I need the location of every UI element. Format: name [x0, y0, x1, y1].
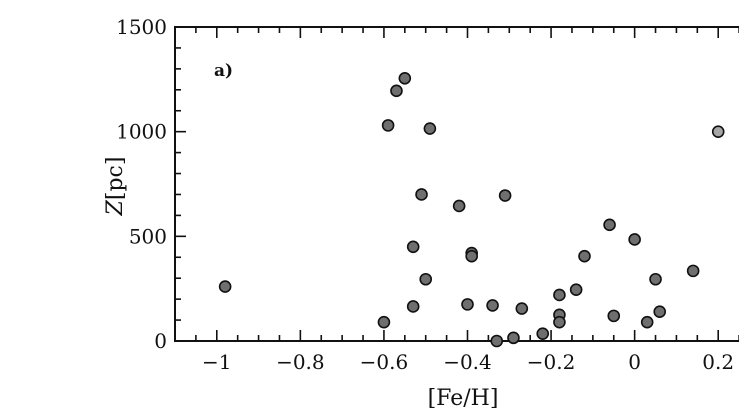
data-point — [406, 240, 420, 254]
x-tick-label: 0 — [628, 350, 641, 374]
plot-frame — [174, 26, 739, 342]
data-point — [686, 264, 700, 278]
data-point — [607, 309, 621, 323]
data-point — [711, 125, 725, 138]
data-point — [507, 331, 520, 345]
data-point — [553, 288, 566, 302]
data-point — [640, 315, 654, 329]
data-point — [536, 327, 550, 340]
data-point — [406, 300, 420, 313]
x-tick-label: 0.2 — [702, 350, 734, 374]
data-point — [390, 84, 403, 98]
data-point — [461, 298, 474, 311]
data-point — [649, 272, 662, 286]
data-point — [515, 302, 529, 315]
data-point — [218, 280, 232, 293]
data-point — [569, 283, 583, 297]
data-points — [218, 71, 725, 348]
y-tick-label: 0 — [154, 329, 167, 353]
y-axis-label-unit: [pc] — [103, 157, 128, 201]
data-point — [628, 233, 641, 246]
data-point — [381, 119, 395, 132]
y-axis-label-symbol: Z — [103, 199, 128, 216]
data-point — [490, 334, 504, 348]
data-point — [498, 189, 512, 202]
data-point — [465, 249, 478, 263]
x-tick-label: −0.4 — [443, 350, 492, 374]
panel-label: a) — [214, 61, 233, 81]
data-point — [419, 272, 433, 286]
y-axis-tick-labels: 0 500 1000 1500 — [116, 15, 167, 353]
data-point — [653, 305, 667, 318]
plot-border — [174, 26, 739, 342]
data-point — [423, 122, 437, 135]
x-tick-label: −0.2 — [527, 350, 576, 374]
x-axis-label: [Fe/H] — [428, 386, 499, 411]
x-tick-label: −1 — [202, 350, 231, 374]
data-point — [415, 188, 428, 201]
y-tick-label: 1500 — [116, 15, 167, 39]
data-point — [603, 218, 616, 232]
x-tick-label: −0.6 — [360, 350, 409, 374]
y-tick-label: 1000 — [116, 120, 167, 144]
x-tick-label: −0.8 — [276, 350, 325, 374]
data-point — [486, 299, 499, 312]
y-tick-label: 500 — [129, 224, 167, 248]
y-axis-ticks — [175, 26, 186, 342]
data-point — [578, 249, 591, 263]
data-point — [377, 315, 391, 329]
y-axis-label: Z[pc] — [103, 157, 128, 217]
data-point — [452, 199, 466, 213]
data-point — [553, 315, 566, 329]
x-axis-tick-labels: −1 −0.8 −0.6 −0.4 −0.2 0 0.2 — [202, 350, 734, 374]
data-point — [398, 71, 412, 85]
x-axis-ticks — [174, 27, 739, 341]
